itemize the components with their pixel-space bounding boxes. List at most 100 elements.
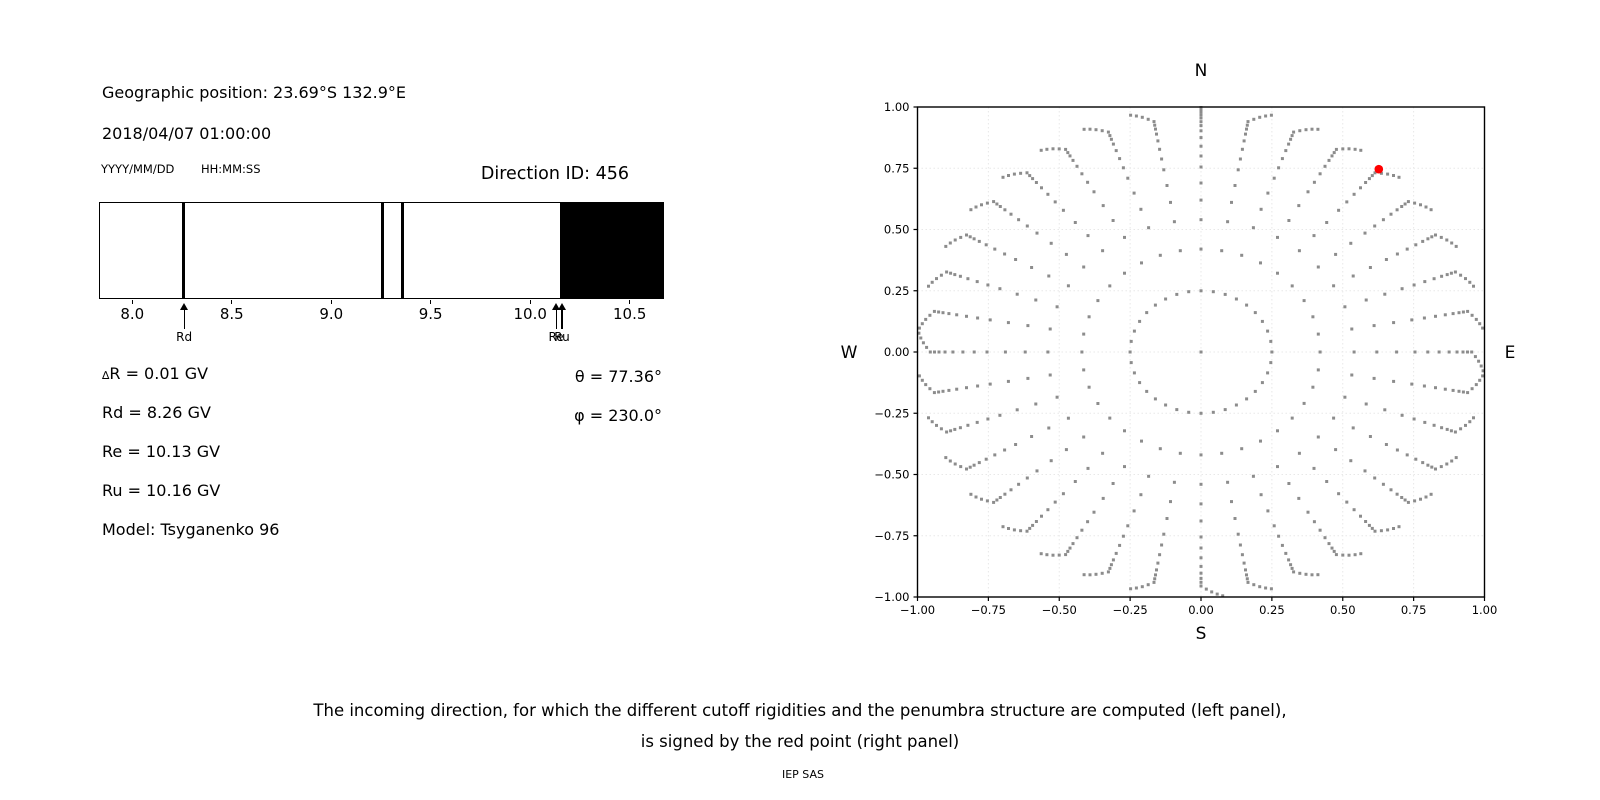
direction-dot xyxy=(1259,207,1263,211)
direction-dot xyxy=(1106,130,1110,134)
direction-dot xyxy=(948,459,952,463)
direction-dot xyxy=(1334,553,1338,557)
direction-dot xyxy=(1292,130,1296,134)
direction-dot xyxy=(1426,463,1430,467)
direction-dot xyxy=(1126,524,1130,528)
direction-dot xyxy=(1389,488,1393,492)
direction-dot xyxy=(1392,321,1396,325)
direction-dot xyxy=(955,387,959,391)
direction-dot xyxy=(1397,175,1401,179)
direction-dot xyxy=(1092,190,1096,194)
direction-dot xyxy=(1332,416,1336,420)
direction-dot xyxy=(1280,543,1284,547)
direction-dot xyxy=(1030,266,1034,269)
axis-tick xyxy=(629,300,631,304)
caption-line2: is signed by the red point (right panel) xyxy=(640,732,960,751)
direction-dot xyxy=(1395,252,1399,256)
direction-plot: −1.00−1.00 −0.75 −0.75 −0.50 −0.50 −0.25 −0.25… xyxy=(841,61,1516,644)
direction-dot xyxy=(1392,379,1396,383)
direction-dot xyxy=(1403,498,1407,502)
direction-dot xyxy=(1242,139,1246,143)
forbidden-line xyxy=(381,203,384,298)
direction-dot xyxy=(1302,299,1306,303)
direction-dot xyxy=(1297,204,1301,208)
direction-dot xyxy=(1155,568,1158,572)
theta-value: θ = 77.36° xyxy=(574,367,662,386)
direction-dot xyxy=(1082,368,1086,372)
direction-dot xyxy=(1199,580,1203,584)
time-format-label: HH:MM:SS xyxy=(201,162,261,176)
direction-dot xyxy=(1470,350,1474,354)
direction-dot xyxy=(1269,361,1273,365)
direction-dot xyxy=(1259,439,1262,443)
direction-dot xyxy=(1302,401,1306,405)
direction-dot xyxy=(1284,149,1288,153)
direction-dot xyxy=(1343,305,1347,309)
direction-dot xyxy=(1030,435,1034,438)
direction-dot xyxy=(1046,192,1050,196)
direction-dot xyxy=(1199,136,1203,140)
direction-dot xyxy=(965,467,968,471)
direction-dot xyxy=(1162,168,1166,172)
x-tick-label: 0.75 xyxy=(1401,603,1427,617)
direction-dot xyxy=(917,331,921,335)
direction-dot xyxy=(1304,572,1308,576)
forbidden-line xyxy=(182,203,186,298)
direction-dot xyxy=(1035,231,1039,235)
direction-dot xyxy=(976,384,980,388)
direction-dot xyxy=(1450,241,1454,245)
direction-dot xyxy=(1049,459,1053,463)
direction-dot xyxy=(1106,570,1110,574)
direction-dot xyxy=(1199,564,1203,568)
direction-dot xyxy=(1246,580,1250,584)
direction-dot xyxy=(1048,327,1052,331)
direction-dot xyxy=(1100,571,1104,575)
direction-dot xyxy=(1140,261,1143,265)
direction-dot xyxy=(1082,332,1086,336)
direction-dot xyxy=(1343,395,1347,399)
direction-dot xyxy=(949,429,953,433)
direction-dot xyxy=(1055,395,1059,399)
direction-dot xyxy=(1272,176,1276,180)
direction-dot xyxy=(1199,124,1203,128)
compass-w: W xyxy=(841,343,858,363)
direction-dot xyxy=(1006,321,1010,325)
direction-dot xyxy=(1199,289,1203,293)
phi-value: φ = 230.0° xyxy=(574,406,662,425)
rd-text: Rd = 8.26 GV xyxy=(102,403,211,422)
direction-dot xyxy=(1220,249,1224,253)
direction-dot xyxy=(1108,284,1112,288)
direction-dot xyxy=(1009,212,1013,216)
direction-dot xyxy=(1145,389,1149,393)
direction-dot xyxy=(1026,324,1030,328)
direction-dot xyxy=(1264,114,1268,118)
direction-dot xyxy=(1478,378,1482,382)
direction-dot xyxy=(1034,298,1038,302)
direction-dot xyxy=(1211,410,1215,414)
direction-dot xyxy=(1199,107,1203,111)
direction-dot xyxy=(1226,220,1230,224)
delta-symbol: ∆ xyxy=(102,369,110,382)
direction-dot xyxy=(1341,553,1345,557)
direction-dot xyxy=(993,453,997,457)
direction-dot xyxy=(1145,311,1149,315)
direction-dot xyxy=(1434,467,1437,471)
direction-dot xyxy=(1080,528,1084,532)
direction-dot xyxy=(1432,277,1436,281)
x-tick-label: 0.25 xyxy=(1259,603,1285,617)
direction-dot xyxy=(951,350,955,354)
direction-dot xyxy=(998,496,1002,499)
direction-dot xyxy=(1466,309,1470,313)
direction-dot xyxy=(1156,561,1160,565)
direction-dot xyxy=(1437,350,1441,354)
direction-id: Direction ID: 456 xyxy=(480,164,629,184)
direction-dot xyxy=(1461,350,1465,354)
direction-dot xyxy=(1001,525,1005,529)
direction-dot xyxy=(920,378,924,382)
direction-dot xyxy=(1147,226,1151,230)
direction-dot xyxy=(986,283,990,287)
y-tick-label: 0.00 xyxy=(884,345,910,359)
direction-dot xyxy=(945,430,949,434)
direction-dot xyxy=(1474,317,1478,321)
direction-dot xyxy=(1071,158,1075,162)
